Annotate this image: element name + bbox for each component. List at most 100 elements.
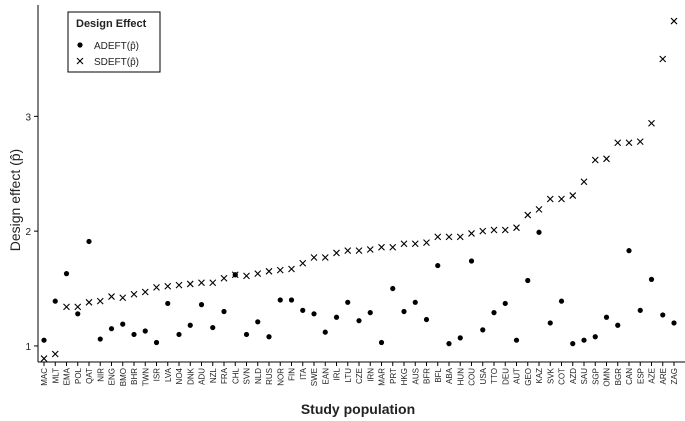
adeft-point	[345, 299, 351, 305]
adeft-point	[615, 322, 621, 328]
x-tick-label: QAT	[85, 368, 94, 384]
sdeft-point	[141, 288, 149, 296]
sdeft-point	[209, 279, 217, 287]
sdeft-point	[389, 243, 397, 251]
adeft-point	[277, 297, 283, 303]
adeft-point	[525, 277, 531, 284]
y-tick-label: 2	[25, 227, 31, 238]
adeft-point	[165, 300, 171, 307]
sdeft-point	[63, 303, 70, 311]
x-tick-label: ZAG	[670, 368, 679, 384]
adeft-point	[187, 322, 193, 328]
sdeft-point	[186, 280, 194, 288]
x-tick-label: EAN	[321, 368, 330, 385]
sdeft-point	[198, 279, 205, 287]
x-tick-label: ENG	[108, 368, 117, 385]
adeft-point	[153, 339, 160, 346]
x-tick-label: DNK	[186, 367, 195, 385]
adeft-point	[570, 341, 576, 347]
adeft-point	[210, 324, 216, 331]
sdeft-point	[299, 259, 307, 267]
x-tick-label: SWE	[310, 368, 319, 386]
x-tick-label: CZE	[355, 368, 364, 384]
adeft-point	[491, 310, 497, 316]
sdeft-point	[231, 271, 239, 279]
x-tick-label: CHL	[231, 367, 240, 384]
adeft-point	[390, 285, 396, 292]
sdeft-point	[74, 303, 82, 311]
x-tick-label: ARE	[659, 368, 668, 384]
sdeft-point	[400, 240, 408, 248]
x-tick-label: FIN	[288, 368, 297, 381]
x-tick-label: AZD	[569, 368, 578, 384]
sdeft-point	[625, 139, 633, 147]
sdeft-point	[108, 293, 115, 300]
sdeft-point	[288, 265, 295, 273]
x-tick-label: SVN	[243, 368, 252, 385]
adeft-point	[581, 337, 587, 343]
legend-marker	[77, 42, 83, 48]
sdeft-point	[265, 267, 273, 275]
x-tick-label: BMO	[119, 368, 128, 386]
adeft-point	[480, 327, 486, 333]
adeft-point	[547, 320, 553, 326]
sdeft-point	[535, 205, 543, 213]
adeft-point	[513, 337, 520, 343]
x-tick-label: RUS	[265, 368, 274, 385]
x-tick-label: FRA	[220, 367, 229, 384]
x-tick-label: LTU	[344, 368, 353, 383]
sdeft-point	[659, 55, 667, 63]
x-tick-label: AZE	[648, 368, 657, 384]
adeft-point	[221, 308, 227, 315]
sdeft-point	[636, 138, 644, 145]
adeft-point	[457, 335, 463, 341]
sdeft-point	[490, 226, 498, 234]
x-axis-title: Study population	[301, 401, 415, 417]
x-tick-label: ISR	[153, 368, 162, 382]
sdeft-point	[648, 119, 655, 127]
sdeft-point	[175, 281, 183, 289]
sdeft-point	[119, 294, 127, 302]
x-tick-label: MLT	[51, 368, 60, 384]
adeft-point	[63, 271, 70, 277]
x-tick-label: TTO	[490, 368, 499, 384]
sdeft-point	[96, 297, 104, 305]
adeft-point	[52, 298, 58, 304]
adeft-point	[626, 248, 632, 254]
x-tick-label: NIR	[96, 368, 105, 382]
legend-marker	[76, 57, 84, 65]
x-tick-label: SAU	[580, 368, 589, 385]
adeft-point	[401, 308, 407, 315]
sdeft-point	[591, 156, 599, 164]
adeft-point	[367, 310, 373, 316]
x-tick-label: GEO	[524, 368, 533, 386]
x-tick-label: ABA	[445, 367, 454, 384]
sdeft-point	[501, 226, 509, 234]
sdeft-point	[569, 192, 577, 199]
y-axis-title: Design effect (p̂)	[7, 149, 23, 251]
x-tick-label: LVA	[164, 367, 173, 382]
x-tick-label: SVK	[546, 367, 555, 384]
sdeft-point	[220, 274, 228, 282]
sdeft-point	[164, 282, 172, 290]
adeft-point	[300, 307, 306, 313]
x-tick-label: ITA	[299, 367, 308, 380]
adeft-point	[660, 312, 666, 318]
x-tick-label: NOR	[276, 368, 285, 386]
adeft-point	[176, 331, 182, 338]
sdeft-point	[434, 233, 442, 241]
x-tick-label: TWN	[141, 368, 150, 386]
x-tick-label: POL	[74, 367, 83, 384]
sdeft-point	[243, 272, 250, 280]
x-tick-label: BHR	[130, 368, 139, 385]
adeft-point	[108, 326, 115, 332]
adeft-point	[41, 337, 47, 343]
adeft-point	[255, 319, 261, 325]
adeft-point	[322, 329, 328, 335]
x-tick-label: COT	[558, 368, 567, 385]
y-tick-label: 1	[25, 342, 31, 353]
adeft-point	[592, 334, 598, 340]
sdeft-point	[130, 290, 138, 298]
sdeft-point	[524, 211, 532, 219]
sdeft-point	[558, 195, 565, 203]
